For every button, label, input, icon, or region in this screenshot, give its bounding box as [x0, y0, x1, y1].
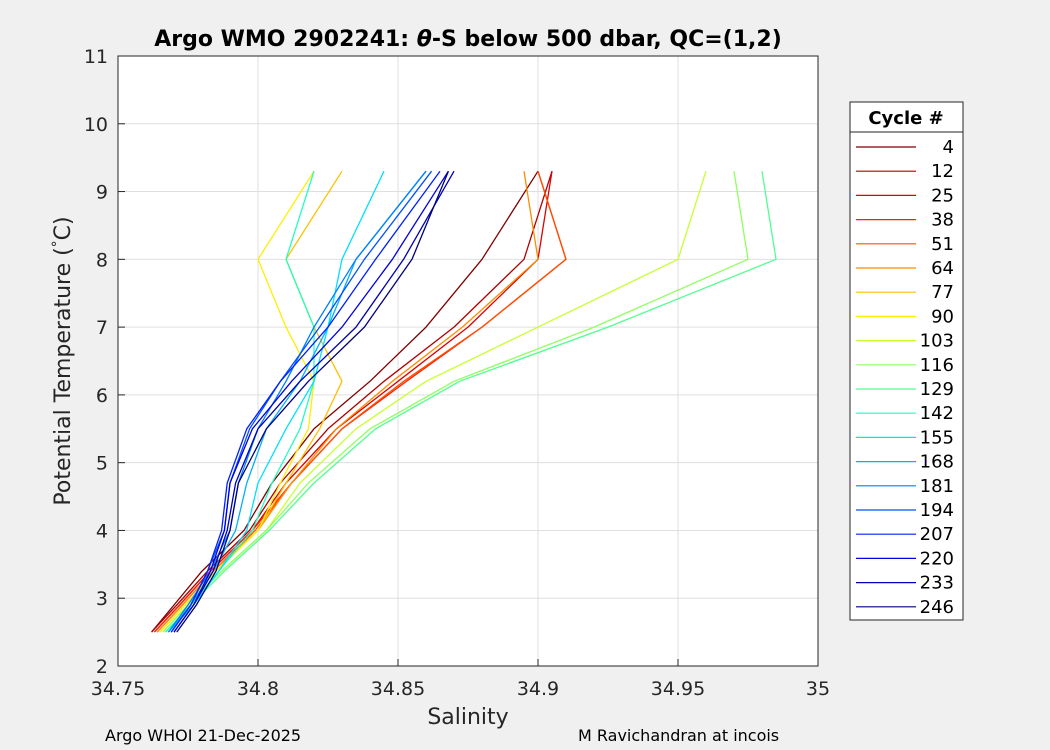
legend-label: 64 [931, 258, 954, 279]
y-axis-ticks: 2 3 4 5 6 7 8 9 10 11 [84, 46, 125, 678]
y-tick-label: 8 [96, 249, 108, 271]
legend-entries: 4 12 25 38 51 64 77 90 103 116 129 142 155 168 181 194 2… [856, 137, 954, 618]
x-axis-label: Salinity [427, 705, 508, 730]
series-line-cycle-129 [165, 171, 777, 633]
title-suffix: -S below 500 dbar, QC=(1,2) [432, 27, 782, 52]
grid [117, 55, 819, 667]
legend-label: 194 [920, 500, 954, 521]
footer-left: Argo WHOI 21-Dec-2025 [105, 726, 301, 745]
y-label-degree: ° [50, 240, 66, 247]
legend-label: 12 [931, 161, 954, 182]
title-prefix: Argo WMO 2902241: [154, 27, 417, 52]
y-tick-label: 10 [84, 114, 108, 136]
y-axis-label: Potential Temperature (°C) [50, 216, 76, 505]
legend-label: 38 [931, 210, 954, 231]
x-tick-label: 34.8 [237, 678, 279, 700]
legend-label: 103 [920, 331, 954, 352]
series-group [151, 170, 777, 633]
y-label-main: Potential Temperature ( [51, 247, 76, 505]
legend-label: 181 [920, 476, 954, 497]
series-line-cycle-64 [156, 171, 539, 633]
y-label-unit: C) [51, 216, 76, 240]
series-line-cycle-4 [151, 170, 539, 633]
x-tick-label: 34.9 [517, 678, 559, 700]
plot-frame [117, 55, 819, 667]
series-line-cycle-246 [176, 170, 450, 633]
legend-label: 116 [920, 355, 954, 376]
legend-title: Cycle # [868, 108, 943, 129]
legend-label: 142 [920, 403, 954, 424]
legend-label: 4 [943, 137, 954, 158]
legend-label: 220 [920, 548, 954, 569]
chart-title: Argo WMO 2902241: θ-S below 500 dbar, QC… [154, 27, 782, 52]
legend-label: 25 [931, 185, 954, 206]
legend-label: 51 [931, 234, 954, 255]
x-tick-label: 34.85 [371, 678, 425, 700]
y-tick-label: 4 [96, 520, 108, 542]
legend-label: 155 [920, 427, 954, 448]
y-tick-label: 2 [96, 656, 108, 678]
x-tick-label: 35 [806, 678, 830, 700]
legend-label: 129 [920, 379, 954, 400]
legend-label: 207 [920, 524, 954, 545]
legend-label: 233 [920, 573, 954, 594]
y-tick-label: 6 [96, 385, 108, 407]
x-tick-label: 34.95 [651, 678, 705, 700]
y-tick-label: 3 [96, 588, 108, 610]
series-line-cycle-90 [159, 170, 315, 633]
x-tick-label: 34.75 [91, 678, 145, 700]
y-tick-label: 5 [96, 453, 108, 475]
legend-label: 90 [931, 306, 954, 327]
legend-label: 168 [920, 452, 954, 473]
legend-label: 246 [920, 597, 954, 618]
x-axis-ticks: 34.75 34.8 34.85 34.9 34.95 35 [91, 659, 830, 700]
series-line-cycle-142 [165, 171, 315, 633]
title-theta-symbol: θ [417, 27, 432, 52]
series-line-cycle-207 [170, 170, 441, 633]
series-line-cycle-12 [151, 171, 553, 633]
legend: Cycle # 4 12 25 38 51 64 77 90 103 116 129 142 155 16… [849, 101, 964, 621]
series-line-cycle-220 [173, 170, 449, 633]
legend-label: 77 [931, 282, 954, 303]
y-tick-label: 11 [84, 46, 108, 68]
y-tick-label: 7 [96, 317, 108, 339]
footer-right: M Ravichandran at incois [578, 726, 779, 745]
series-line-cycle-233 [173, 170, 455, 633]
y-tick-label: 9 [96, 182, 108, 204]
